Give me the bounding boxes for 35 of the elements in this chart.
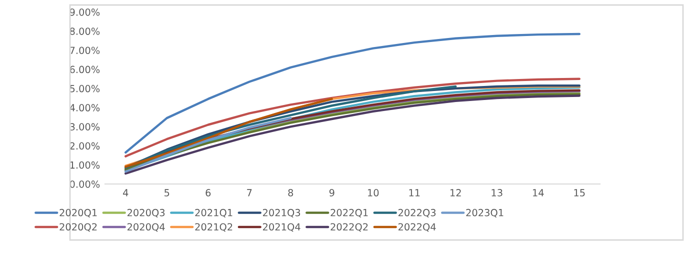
x-tick-label: 13: [492, 189, 502, 196]
y-tick-label: 1.00%: [70, 161, 100, 169]
y-tick-label: 7.00%: [70, 46, 100, 54]
y-tick-label: 6.00%: [70, 66, 100, 74]
x-tick-label: 10: [368, 189, 379, 196]
x-tick-label: 4: [123, 189, 128, 196]
legend-label: 2020Q4: [127, 223, 165, 232]
x-tick-label: 9: [329, 189, 334, 196]
y-tick-label: 0.00%: [70, 180, 100, 188]
y-tick-label: 4.00%: [70, 104, 100, 112]
x-tick-label: 7: [247, 189, 252, 196]
legend-label: 2022Q4: [398, 223, 436, 232]
legend-label: 2022Q2: [330, 223, 368, 232]
legend-label: 2021Q1: [195, 208, 232, 218]
legend-label: 2022Q1: [330, 208, 368, 218]
legend-label: 2021Q3: [262, 208, 300, 218]
legend-label: 2020Q1: [60, 208, 97, 218]
y-tick-label: 8.00%: [70, 28, 100, 35]
legend-label: 2020Q3: [127, 208, 165, 218]
legend-label: 2021Q4: [262, 223, 300, 232]
legend-label: 2023Q1: [466, 208, 504, 218]
legend-label: 2022Q3: [398, 208, 436, 218]
x-tick-label: 5: [164, 189, 170, 196]
x-tick-label: 8: [288, 189, 294, 196]
x-tick-label: 6: [206, 189, 211, 196]
legend-label: 2021Q2: [195, 223, 232, 232]
y-tick-label: 3.00%: [70, 123, 100, 130]
x-tick-label: 11: [409, 189, 420, 196]
x-tick-label: 15: [574, 189, 585, 196]
y-tick-label: 2.00%: [70, 142, 100, 150]
x-tick-label: 14: [533, 189, 544, 196]
legend-label: 2020Q2: [60, 223, 97, 232]
y-tick-label: 5.00%: [70, 84, 100, 92]
y-tick-label: 9.00%: [70, 8, 100, 16]
x-tick-label: 12: [450, 189, 461, 196]
